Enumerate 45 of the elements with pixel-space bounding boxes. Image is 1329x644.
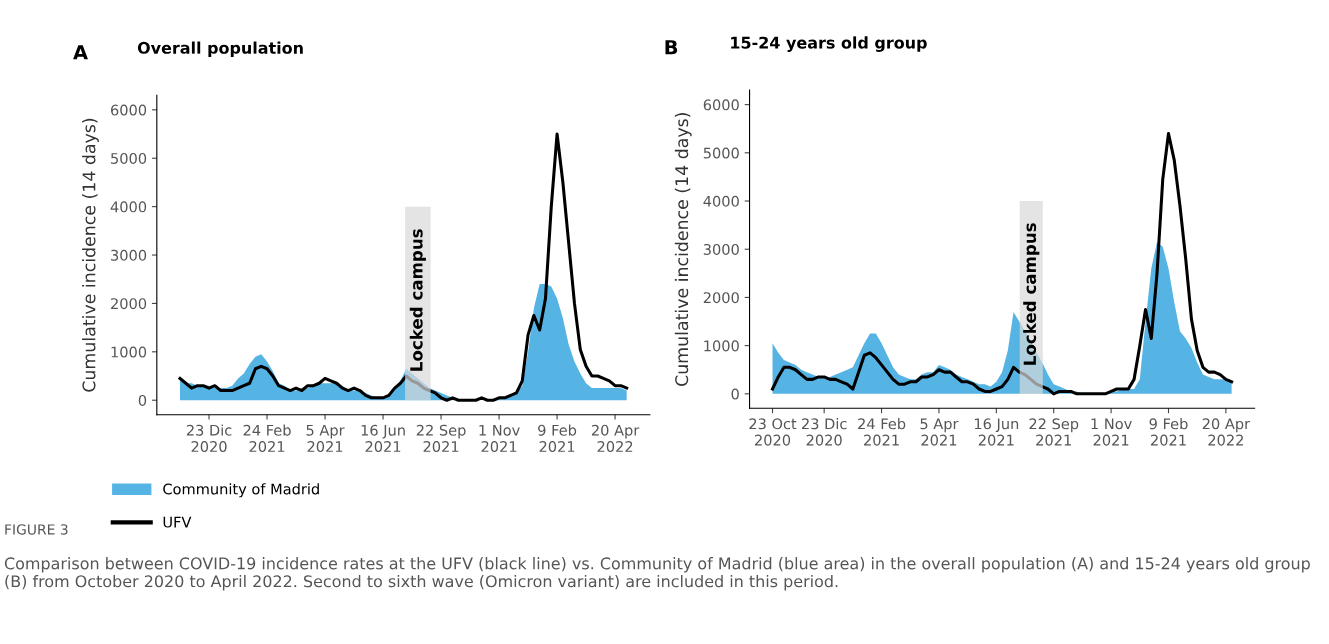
x-tick-label: 9 Feb 2021 [1149, 418, 1188, 446]
annotation: Locked campus [409, 229, 426, 371]
x-tick-label: 22 Sep 2021 [416, 424, 466, 453]
y-tick-label: 5000 [111, 152, 147, 164]
legend-label: Community of Madrid [163, 483, 319, 498]
y-tick-label: 3000 [111, 249, 147, 261]
chart-title: 15-24 years old group [731, 36, 927, 52]
x-tick-label: 9 Feb 2021 [538, 424, 577, 453]
y-tick-label: 2000 [111, 298, 147, 310]
text: B [665, 40, 678, 55]
y-tick-label: 3000 [703, 243, 739, 255]
x-tick-label: 22 Sep 2021 [1029, 418, 1079, 446]
text: Comparison between COVID-19 incidence rates at the UFV (black line) vs. Community of Madrid (blue area) in the overall population (A) and 15-24 years old group (B) from October 2020 to April 2022. Second to sixth wave (Omicron variant) are included in this period. [4, 557, 1310, 591]
x-tick-label: 5 Apr 2021 [920, 418, 959, 446]
caption: FIGURE 3 [5, 524, 68, 535]
y-tick-label: 5000 [703, 147, 739, 159]
x-tick-label: 1 Nov 2021 [479, 424, 520, 453]
y-tick-label: 0 [731, 388, 739, 400]
x-tick-label: 23 Oct 2020 [749, 418, 797, 446]
x-tick-label: 1 Nov 2021 [1091, 418, 1132, 446]
y-tick-label: 4000 [703, 195, 739, 207]
y-tick-label: 1000 [704, 340, 739, 352]
annotation: Locked campus [1023, 223, 1040, 365]
legend-label: UFV [163, 516, 192, 528]
y-axis-title: Cumulative incidence (14 days) [82, 118, 99, 392]
x-tick-label: 16 Jun 2021 [974, 418, 1019, 446]
x-tick-label: 20 Apr 2022 [591, 424, 640, 453]
y-tick-label: 6000 [111, 104, 147, 116]
x-tick-label: 23 Dic 2020 [186, 424, 232, 453]
line-series [178, 132, 629, 402]
text: A [73, 45, 88, 60]
chart-title: Overall population [137, 41, 303, 57]
y-tick-label: 2000 [703, 292, 739, 304]
y-tick-label: 0 [138, 394, 147, 406]
y-tick-label: 1000 [111, 346, 147, 358]
x-tick-label: 16 Jun 2021 [361, 424, 405, 453]
line-series [770, 132, 1234, 396]
y-axis-title: Cumulative incidence (14 days) [674, 113, 692, 386]
y-tick-label: 6000 [703, 99, 739, 111]
y-tick-label: 4000 [110, 201, 147, 213]
x-tick-label: 24 Feb 2021 [858, 418, 906, 446]
x-tick-label: 24 Feb 2021 [243, 424, 291, 453]
x-tick-label: 23 Dic 2020 [801, 418, 847, 446]
x-tick-label: 20 Apr 2022 [1202, 418, 1251, 446]
x-tick-label: 5 Apr 2021 [306, 424, 345, 453]
